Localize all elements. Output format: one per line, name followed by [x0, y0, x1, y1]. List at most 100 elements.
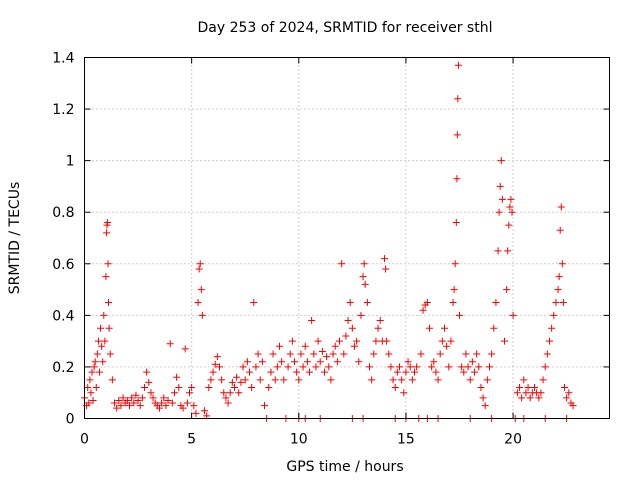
data-point [166, 340, 174, 348]
data-point [90, 363, 98, 371]
data-point [473, 350, 481, 358]
data-point [261, 402, 268, 410]
data-point [273, 363, 281, 371]
data-point [201, 407, 208, 415]
data-point [505, 221, 513, 229]
data-point [111, 399, 118, 407]
data-point [423, 298, 431, 306]
data-point [321, 368, 328, 376]
data-point [552, 298, 560, 306]
data-point [271, 376, 279, 384]
data-point [293, 368, 301, 376]
data-point [554, 286, 562, 294]
data-point [192, 409, 200, 417]
data-point [216, 363, 223, 371]
data-point [456, 311, 463, 319]
data-point [389, 376, 397, 384]
data-point [179, 404, 187, 412]
data-point [91, 358, 99, 366]
data-point [402, 368, 410, 376]
data-point [228, 378, 236, 386]
y-tick-label: 0 [66, 412, 75, 428]
data-point [376, 317, 384, 325]
data-point [524, 384, 532, 392]
data-point [149, 394, 157, 402]
data-point [359, 273, 367, 281]
data-point [156, 404, 163, 412]
data-point [556, 226, 564, 234]
data-point [492, 298, 500, 306]
data-point [550, 311, 558, 319]
data-point [265, 384, 273, 392]
data-point [558, 260, 566, 268]
data-point [248, 384, 256, 392]
data-point [372, 337, 380, 345]
data-point [338, 260, 346, 268]
data-point [143, 368, 151, 376]
data-point [565, 389, 573, 397]
chart-title: Day 253 of 2024, SRMTID for receiver sth… [198, 20, 493, 36]
data-point [451, 260, 459, 268]
data-point [186, 389, 193, 397]
data-point [496, 182, 504, 190]
data-point [383, 337, 391, 345]
data-point [241, 376, 249, 384]
data-point [471, 368, 478, 376]
data-point [286, 350, 294, 358]
data-point [243, 358, 251, 366]
data-point [333, 358, 341, 366]
data-point [413, 363, 421, 371]
data-point [462, 350, 470, 358]
data-point [563, 394, 571, 402]
data-point [417, 350, 425, 358]
y-tick-label: 0.2 [52, 360, 74, 376]
data-point [231, 384, 238, 392]
data-point [543, 350, 551, 358]
data-point [486, 363, 493, 371]
data-point [134, 396, 142, 404]
x-tick-label: 10 [290, 432, 308, 448]
data-point [213, 353, 221, 361]
data-point [396, 363, 403, 371]
data-point [100, 311, 108, 319]
data-point [194, 298, 202, 306]
data-point [318, 347, 326, 355]
data-point [269, 350, 277, 358]
x-tick-labels: 0 5 10 15 20 [80, 432, 522, 448]
y-tick-label: 1 [66, 154, 75, 170]
data-point [239, 363, 247, 371]
data-point [222, 394, 230, 402]
data-point [507, 195, 515, 203]
data-point [327, 376, 335, 384]
y-axis-label: SRMTID / TECUs [7, 182, 23, 295]
data-point [299, 363, 307, 371]
data-point [316, 358, 324, 366]
data-point [539, 376, 547, 384]
data-point [226, 389, 234, 397]
data-point [360, 260, 368, 268]
y-tick-label: 1.4 [52, 51, 74, 67]
data-point [224, 399, 232, 407]
data-point [453, 131, 461, 139]
data-point [495, 208, 503, 216]
data-point [351, 342, 358, 350]
data-point [325, 363, 333, 371]
data-point [119, 394, 127, 402]
data-point [276, 342, 283, 350]
data-point [503, 286, 511, 294]
data-point [123, 396, 131, 404]
data-point [99, 358, 107, 366]
data-point [432, 368, 440, 376]
data-point [331, 342, 339, 350]
data-point [400, 389, 408, 397]
data-point [447, 337, 455, 345]
data-point [132, 391, 140, 399]
y-tick-label: 0.8 [52, 205, 74, 221]
data-point [381, 255, 388, 263]
data-point [288, 337, 296, 345]
data-point [173, 373, 181, 381]
data-point [488, 350, 496, 358]
data-point [336, 337, 343, 345]
data-point [452, 219, 460, 227]
data-point [559, 298, 567, 306]
